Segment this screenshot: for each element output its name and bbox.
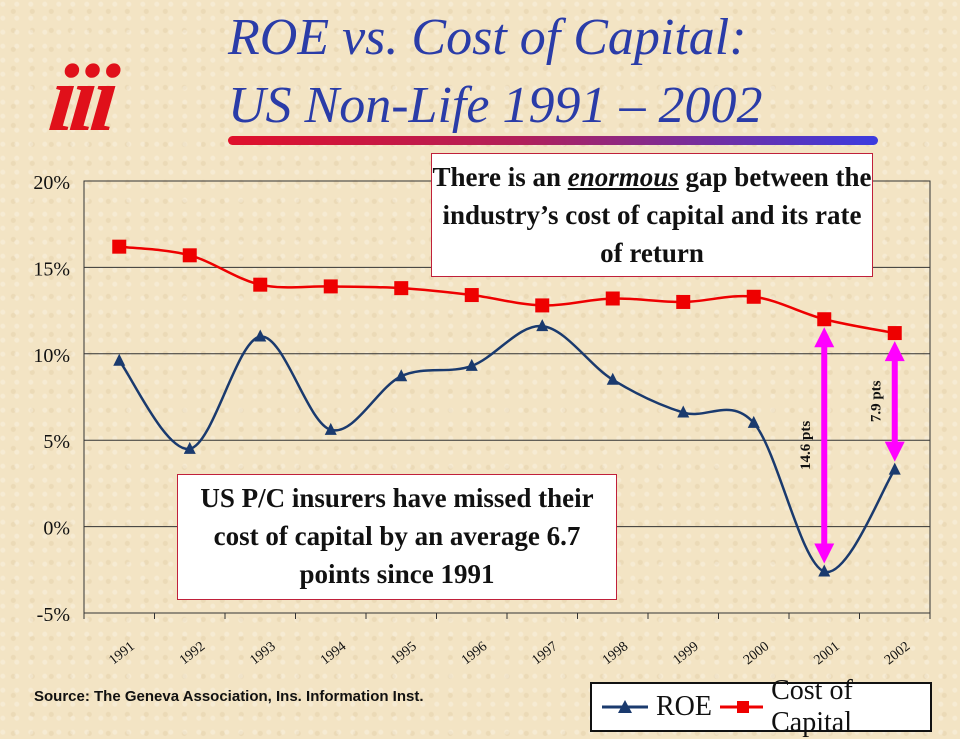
y-tick-label: 20% [33,172,70,194]
cost-of-capital-point [817,312,832,327]
x-tick-label: 1992 [177,639,208,668]
gap-label-2001: 14.6 pts [798,421,814,470]
roe-point [395,369,408,382]
roe-point [324,422,337,435]
cost-of-capital-point [464,288,479,303]
gap-callout-text-end: gap between the industry’s cost of capit… [442,162,872,268]
x-tick-label: 1991 [106,639,137,668]
x-tick-label: 2000 [741,639,772,668]
legend-roe-marker [602,700,648,713]
y-tick-label: 10% [33,345,70,367]
legend-cost-label: Cost of Capital [771,675,853,738]
roe-vs-cost-chart: 20% 15% 10% 5% 0% -5% 1991 1992 1993 1994 1995 1996… [33,172,931,668]
cost-of-capital-point [535,298,550,313]
roe-point [888,462,901,475]
cost-of-capital-point [253,277,268,292]
x-tick-label: 1999 [670,639,701,668]
cost-of-capital-point [394,281,409,296]
gap-callout-emphasis: enormous [567,162,679,192]
gap-callout: There is an enormous gap between the ind… [431,153,873,277]
y-tick-label: 15% [33,258,70,280]
gap-arrow-2001-head-down [814,543,835,564]
cost-of-capital-point [676,294,691,309]
y-tick-label: 5% [43,431,70,453]
cost-of-capital-point [605,291,620,306]
missed-cost-callout-text: US P/C insurers have missed their cost o… [200,483,594,589]
series-line-roe [118,324,896,573]
source-note: Source: The Geneva Association, Ins. Inf… [34,688,424,705]
gap-arrow-2002-head-down [884,441,905,462]
x-tick-label: 1996 [459,639,490,668]
cost-of-capital-point [746,289,761,304]
roe-point [818,564,831,577]
legend-item-roe: ROE [602,691,712,723]
x-tick-label: 1995 [388,639,419,668]
roe-point [183,441,196,454]
cost-of-capital-point [887,326,902,341]
roe-point [606,372,619,385]
legend-roe-label: ROE [656,691,712,722]
roe-point [465,358,478,371]
page-title-line-1: ROE vs. Cost of Capital: [228,9,747,66]
gap-callout-text-start: There is an [432,162,568,192]
cost-of-capital-point [323,279,338,294]
roe-point [747,415,760,428]
gap-arrow-2001-head-up [814,327,835,348]
title-underline [228,136,878,145]
x-tick-label: 2001 [811,639,842,668]
x-tick-label: 1993 [247,639,278,668]
x-tick-label: 1998 [600,639,631,668]
gap-label-2002: 7.9 pts [869,380,885,422]
x-tick-label: 1997 [529,639,560,668]
legend-item-cost: Cost of Capital [720,675,930,739]
x-tick-label: 2002 [882,639,913,668]
missed-cost-callout: US P/C insurers have missed their cost o… [177,474,617,600]
gap-arrow-2002-head-up [884,341,905,362]
legend-cost-marker [720,701,764,713]
roe-point [254,329,267,342]
roe-point [677,405,690,418]
cost-of-capital-point [182,248,197,263]
x-tick-label: 1994 [318,639,349,668]
y-tick-label: 0% [43,518,70,540]
roe-point [536,319,549,332]
y-tick-label: -5% [37,604,70,626]
chart-legend: ROE Cost of Capital [590,675,932,738]
roe-point [113,353,126,366]
page-title-line-2: US Non-Life 1991 – 2002 [228,77,763,134]
cost-of-capital-point [112,239,127,254]
